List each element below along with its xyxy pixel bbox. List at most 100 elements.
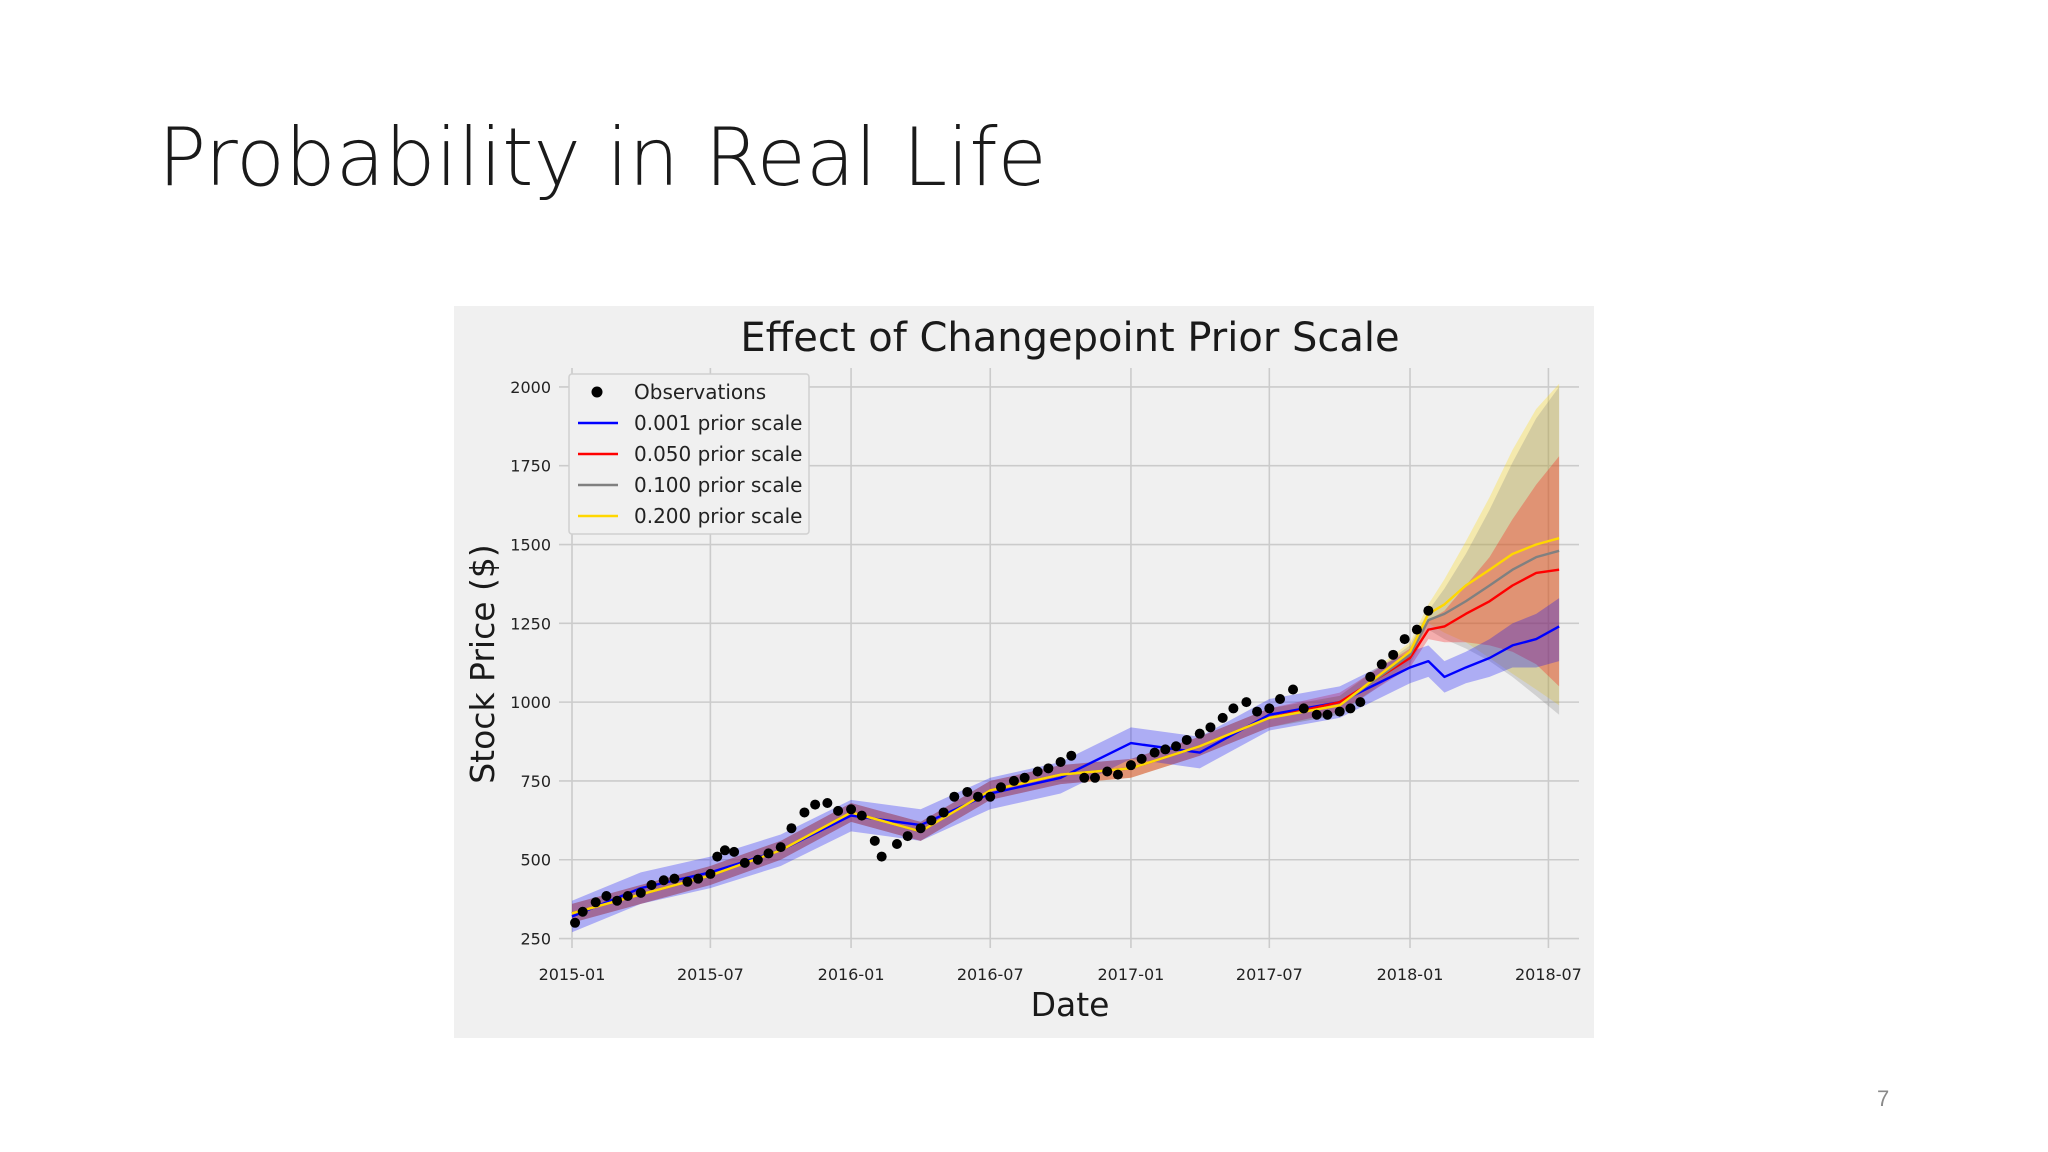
observation-point xyxy=(705,868,716,879)
observation-point xyxy=(1264,703,1275,714)
observation-point xyxy=(1112,769,1123,780)
y-tick-label-500: 500 xyxy=(520,851,551,870)
observation-point xyxy=(891,838,902,849)
observation-point xyxy=(612,895,623,906)
observation-point xyxy=(1043,763,1054,774)
observation-point xyxy=(1032,766,1043,777)
observation-point xyxy=(949,791,960,802)
observation-point xyxy=(1160,744,1171,755)
grid-layer xyxy=(559,368,1579,948)
y-tick-label-1500: 1500 xyxy=(510,536,551,555)
x-tick-label-2017-01: 2017-01 xyxy=(1098,965,1165,984)
observation-points xyxy=(570,605,1434,928)
observation-point xyxy=(646,879,657,890)
band-0-001-prior-scale xyxy=(571,598,1560,933)
x-tick-label-2018-07: 2018-07 xyxy=(1515,965,1582,984)
observation-point xyxy=(729,846,740,857)
observation-point xyxy=(1136,753,1147,764)
legend-label-0-050: 0.050 prior scale xyxy=(634,442,802,466)
y-tick-label-1750: 1750 xyxy=(510,457,551,476)
legend-label-0-200: 0.200 prior scale xyxy=(634,504,802,528)
legend-label-0-001: 0.001 prior scale xyxy=(634,411,802,435)
observation-point xyxy=(712,851,723,862)
observation-point xyxy=(775,842,786,853)
observation-point xyxy=(1241,697,1252,708)
observation-point xyxy=(693,873,704,884)
x-tick-label-2015-07: 2015-07 xyxy=(677,965,744,984)
legend-box xyxy=(568,373,810,535)
observation-point xyxy=(1345,703,1356,714)
observation-point xyxy=(763,848,774,859)
observation-point xyxy=(1365,671,1376,682)
observation-point xyxy=(1217,712,1228,723)
observation-point xyxy=(1181,734,1192,745)
observation-point xyxy=(622,890,633,901)
legend: Observations 0.001 prior scale 0.050 pri… xyxy=(568,373,810,535)
observation-point xyxy=(876,851,887,862)
observation-point xyxy=(1055,757,1066,768)
x-tick-label-2018-01: 2018-01 xyxy=(1377,965,1444,984)
chart-figure: 2015-01 2015-07 2016-01 2016-07 2017-01 2017-… xyxy=(454,306,1594,1038)
observation-point xyxy=(1275,693,1286,704)
y-tick-label-1000: 1000 xyxy=(510,693,551,712)
observation-point xyxy=(1388,649,1399,660)
observation-point xyxy=(985,791,996,802)
legend-label-0-100: 0.100 prior scale xyxy=(634,473,802,497)
observation-point xyxy=(635,887,646,898)
x-tick-label-2016-01: 2016-01 xyxy=(818,965,885,984)
observation-point xyxy=(810,799,821,810)
observation-point xyxy=(1125,760,1136,771)
observation-point xyxy=(902,831,913,842)
observation-point xyxy=(995,782,1006,793)
series-lines xyxy=(571,537,1560,918)
y-axis-label: Stock Price ($) xyxy=(463,544,502,784)
observation-point xyxy=(786,823,797,834)
x-tick-label-2017-07: 2017-07 xyxy=(1236,965,1303,984)
observation-point xyxy=(1298,703,1309,714)
observation-point xyxy=(1411,624,1422,635)
observation-point xyxy=(752,854,763,865)
observation-point xyxy=(1079,772,1090,783)
observation-point xyxy=(962,786,973,797)
legend-marker-observations xyxy=(591,386,603,398)
y-tick-label-2000: 2000 xyxy=(510,378,551,397)
line-0-200-prior-scale xyxy=(571,537,1560,915)
observation-point xyxy=(1194,728,1205,739)
page-number: 7 xyxy=(1877,1086,1890,1111)
observation-point xyxy=(833,805,844,816)
observation-point xyxy=(1149,747,1160,758)
observation-point xyxy=(719,845,730,856)
observation-point xyxy=(1355,697,1366,708)
observation-point xyxy=(1399,634,1410,645)
observation-point xyxy=(1066,750,1077,761)
observation-point xyxy=(869,835,880,846)
observation-point xyxy=(1205,722,1216,733)
observation-point xyxy=(1322,709,1333,720)
observation-point xyxy=(1008,775,1019,786)
observation-point xyxy=(799,807,810,818)
observation-point xyxy=(822,798,833,808)
observation-point xyxy=(1376,659,1387,670)
observation-point xyxy=(739,857,750,868)
y-tick-label-1250: 1250 xyxy=(510,614,551,633)
observation-point xyxy=(973,791,984,802)
observation-point xyxy=(658,875,669,886)
x-tick-label-2016-07: 2016-07 xyxy=(957,965,1024,984)
y-tick-label-750: 750 xyxy=(520,772,551,791)
observation-point xyxy=(938,807,949,818)
observation-point xyxy=(570,917,581,928)
observation-point xyxy=(1228,703,1239,714)
x-tick-label-2015-01: 2015-01 xyxy=(539,965,606,984)
y-tick-label-250: 250 xyxy=(520,930,551,949)
observation-point xyxy=(590,897,601,908)
observation-point xyxy=(1423,605,1434,616)
observation-point xyxy=(1089,772,1100,783)
observation-point xyxy=(601,890,612,901)
observation-point xyxy=(1311,709,1322,720)
observation-point xyxy=(846,804,857,815)
observation-point xyxy=(1019,772,1030,783)
observation-point xyxy=(669,873,680,884)
observation-point xyxy=(577,906,588,917)
observation-point xyxy=(856,810,867,821)
x-axis-label: Date xyxy=(1031,985,1110,1024)
